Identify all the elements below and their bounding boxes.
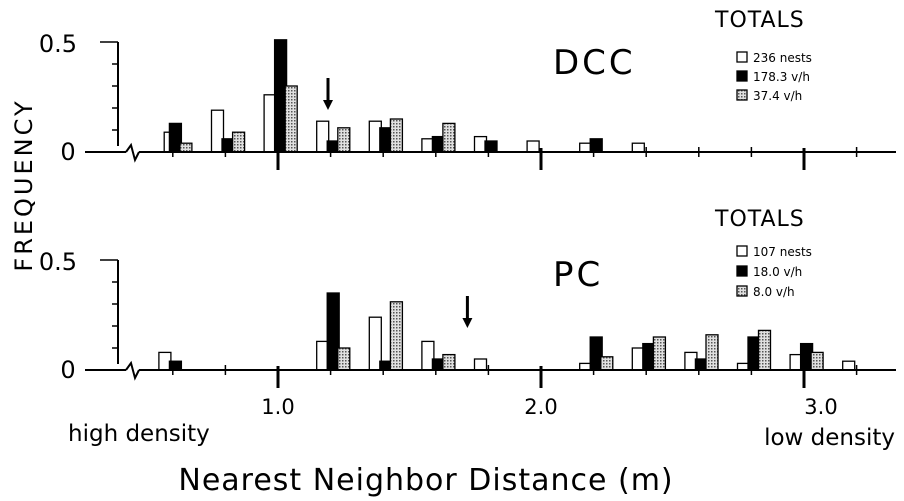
pc-ytick-zero: 0 [60,356,75,384]
pc-arrow-head [462,318,472,328]
dcc-bar-s0-7 [527,141,539,152]
dcc-panel-label: DCC [553,43,636,83]
dcc-legend-label-178: 178.3 v/h [753,70,810,84]
pc-panel-label: PC [553,255,603,295]
dcc-axis-break [126,145,139,160]
pc-bar-s0-10 [843,361,855,370]
dcc-legend-label-374: 37.4 v/h [753,89,802,103]
dcc-bar-s2-4 [390,119,402,152]
x-tick-label-2: 2.0 [524,395,557,419]
dcc-arrow-head [323,100,333,110]
dcc-totals-heading: TOTALS [714,8,805,33]
dcc-bar-s2-2 [285,86,297,152]
pc-legend: 107 nests 18.0 v/h 8.0 v/h [737,245,812,299]
low-density-note: low density [764,425,895,451]
dcc-legend-swatch-374 [737,90,747,100]
pc-bar-s2-6 [759,330,771,370]
y-axis-label: FREQUENCY [10,98,38,271]
dcc-bar-s1-7 [590,139,602,152]
pc-axis [85,260,896,388]
pc-legend-swatch-18 [737,266,747,276]
pc-legend-label-nests: 107 nests [753,245,812,259]
panel-pc: 0.5 0 PC TOTALS 107 nests 18.0 v/h 8.0 v… [39,207,896,388]
pc-axis-break [126,363,139,378]
dcc-legend-label-nests: 236 nests [753,51,812,65]
pc-bar-s2-1 [390,302,402,370]
panel-dcc: 0.5 0 DCC TOTALS 236 nests 178.3 v/h 37.… [39,8,896,170]
pc-bar-s2-4 [653,337,665,370]
dcc-bar-s0-9 [632,143,644,152]
pc-legend-label-18: 18.0 v/h [753,265,802,279]
pc-bars [159,293,855,370]
high-density-note: high density [68,421,210,447]
dcc-legend: 236 nests 178.3 v/h 37.4 v/h [737,51,812,103]
dcc-ytick-zero: 0 [60,138,75,166]
pc-bar-s2-5 [706,335,718,370]
dcc-bar-s2-3 [338,128,350,152]
dcc-ytick-max: 0.5 [39,30,77,58]
pc-bar-s2-7 [811,352,823,370]
pc-bar-s2-3 [601,357,613,370]
x-axis-label: Nearest Neighbor Distance (m) [178,463,673,498]
pc-bar-s2-0 [338,348,350,370]
dcc-bar-s2-1 [233,132,245,152]
dcc-bar-s2-5 [443,123,455,152]
x-tick-label-3: 3.0 [804,395,837,419]
pc-bar-s2-2 [443,355,455,370]
pc-bar-s0-4 [475,359,487,370]
pc-legend-swatch-nests [737,246,747,256]
dcc-legend-swatch-178 [737,71,747,81]
pc-legend-swatch-8 [737,286,747,296]
x-tick-label-1: 1.0 [261,395,294,419]
dcc-legend-swatch-nests [737,52,747,62]
dcc-bar-s1-6 [485,141,497,152]
pc-bar-s1-0 [169,361,181,370]
dcc-bar-s2-0 [180,143,192,152]
pc-legend-label-8: 8.0 v/h [753,285,795,299]
pc-totals-heading: TOTALS [714,207,805,232]
pc-ytick-max: 0.5 [39,248,77,276]
